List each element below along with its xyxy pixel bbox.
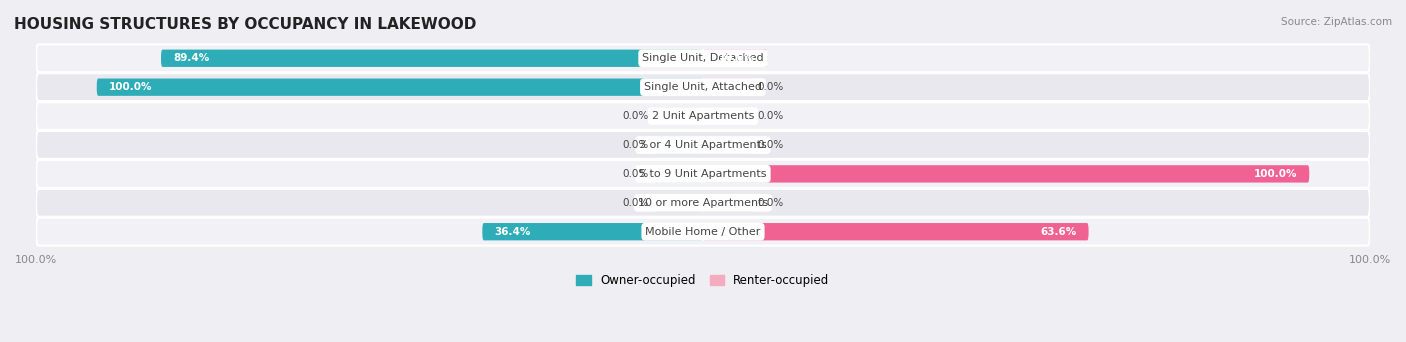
Text: 0.0%: 0.0% (623, 111, 648, 121)
FancyBboxPatch shape (655, 107, 703, 125)
Text: 0.0%: 0.0% (758, 198, 783, 208)
FancyBboxPatch shape (37, 160, 1369, 188)
Text: 89.4%: 89.4% (173, 53, 209, 63)
Text: 0.0%: 0.0% (623, 169, 648, 179)
Text: 63.6%: 63.6% (1040, 227, 1077, 237)
Text: 10 or more Apartments: 10 or more Apartments (638, 198, 768, 208)
FancyBboxPatch shape (655, 194, 703, 211)
FancyBboxPatch shape (97, 79, 703, 96)
Text: 100.0%: 100.0% (108, 82, 152, 92)
FancyBboxPatch shape (37, 102, 1369, 130)
FancyBboxPatch shape (703, 165, 1309, 183)
Text: HOUSING STRUCTURES BY OCCUPANCY IN LAKEWOOD: HOUSING STRUCTURES BY OCCUPANCY IN LAKEW… (14, 17, 477, 32)
Text: 3 or 4 Unit Apartments: 3 or 4 Unit Apartments (640, 140, 766, 150)
FancyBboxPatch shape (37, 189, 1369, 217)
FancyBboxPatch shape (162, 50, 703, 67)
FancyBboxPatch shape (703, 107, 751, 125)
FancyBboxPatch shape (37, 218, 1369, 246)
Text: 100.0%: 100.0% (1254, 169, 1298, 179)
Text: 0.0%: 0.0% (758, 140, 783, 150)
FancyBboxPatch shape (703, 194, 751, 211)
FancyBboxPatch shape (703, 79, 751, 96)
FancyBboxPatch shape (655, 165, 703, 183)
Text: Source: ZipAtlas.com: Source: ZipAtlas.com (1281, 17, 1392, 27)
FancyBboxPatch shape (655, 136, 703, 154)
Text: Single Unit, Detached: Single Unit, Detached (643, 53, 763, 63)
FancyBboxPatch shape (482, 223, 703, 240)
FancyBboxPatch shape (703, 136, 751, 154)
FancyBboxPatch shape (37, 131, 1369, 159)
Text: 2 Unit Apartments: 2 Unit Apartments (652, 111, 754, 121)
FancyBboxPatch shape (37, 73, 1369, 101)
Text: 0.0%: 0.0% (623, 140, 648, 150)
Text: 0.0%: 0.0% (623, 198, 648, 208)
Text: Single Unit, Attached: Single Unit, Attached (644, 82, 762, 92)
FancyBboxPatch shape (703, 223, 1088, 240)
FancyBboxPatch shape (703, 50, 768, 67)
Text: 5 to 9 Unit Apartments: 5 to 9 Unit Apartments (640, 169, 766, 179)
Text: 0.0%: 0.0% (758, 82, 783, 92)
Text: 36.4%: 36.4% (495, 227, 531, 237)
Legend: Owner-occupied, Renter-occupied: Owner-occupied, Renter-occupied (576, 274, 830, 287)
FancyBboxPatch shape (37, 44, 1369, 72)
Text: 0.0%: 0.0% (758, 111, 783, 121)
Text: Mobile Home / Other: Mobile Home / Other (645, 227, 761, 237)
Text: 10.6%: 10.6% (718, 53, 755, 63)
